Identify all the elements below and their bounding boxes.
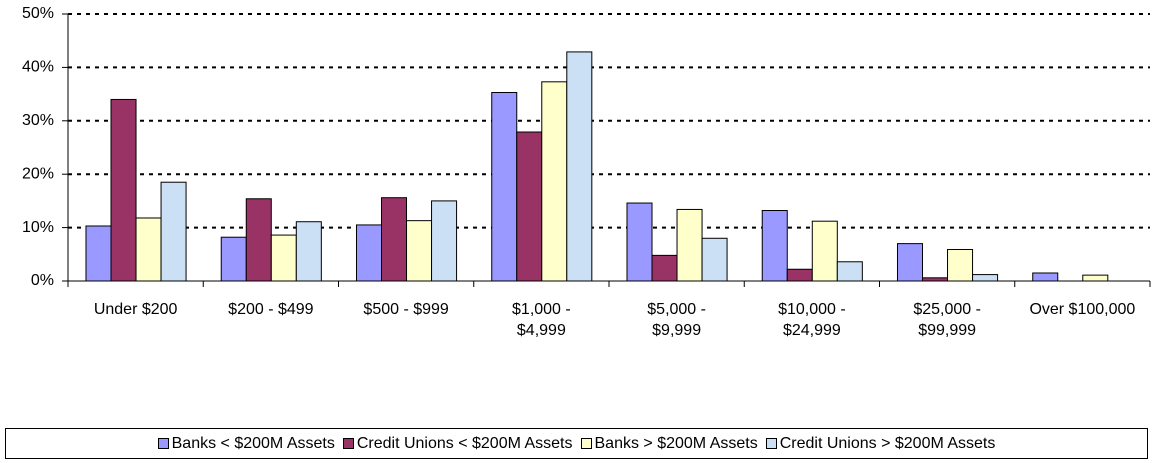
y-tick-label: 40% [22, 59, 54, 76]
bar [295, 221, 322, 282]
y-tick-label: 0% [31, 272, 54, 289]
x-tick-label: $500 - $999 [363, 301, 449, 318]
bar [431, 200, 458, 282]
bar [381, 197, 408, 282]
x-tick-label: $10,000 - $24,999 [778, 301, 846, 339]
x-tick-label: $5,000 - $9,999 [647, 301, 706, 339]
legend-item: Credit Unions < $200M Assets [342, 434, 573, 453]
legend-swatch [580, 438, 592, 449]
bar [836, 261, 863, 282]
bar [1082, 274, 1109, 282]
bar [491, 91, 518, 282]
bar [85, 225, 112, 282]
legend-item: Banks < $200M Assets [157, 434, 335, 453]
bar [566, 51, 593, 282]
x-tick-label: $25,000 - $99,999 [913, 301, 981, 339]
bar [135, 217, 162, 282]
y-tick-label: 50% [22, 5, 54, 22]
bar [896, 243, 924, 282]
bar [220, 236, 247, 282]
bar [406, 220, 433, 282]
y-tick-label: 30% [22, 112, 54, 129]
y-tick-label: 20% [22, 165, 54, 182]
bar [541, 81, 568, 282]
x-tick-label: $200 - $499 [228, 301, 314, 318]
x-tick-label: Under $200 [93, 301, 178, 318]
bar [270, 234, 297, 282]
bar [701, 237, 728, 282]
legend: Banks < $200M Assets Credit Unions < $200… [5, 428, 1148, 459]
legend-label: Credit Unions > $200M Assets [779, 434, 996, 452]
bar [355, 224, 383, 282]
legend-swatch [342, 438, 354, 449]
legend-label: Credit Unions < $200M Assets [356, 434, 573, 452]
bar [110, 98, 137, 282]
bar [676, 208, 703, 282]
bar [947, 248, 974, 282]
legend-item: Banks > $200M Assets [580, 434, 758, 453]
legend-swatch [765, 438, 777, 449]
bar [626, 202, 653, 282]
legend-label: Banks > $200M Assets [594, 434, 758, 452]
bar [516, 131, 543, 282]
bar [972, 274, 999, 282]
legend-item: Credit Unions > $200M Assets [765, 434, 996, 453]
bar [761, 210, 788, 282]
bar [1032, 272, 1059, 282]
legend-label: Banks < $200M Assets [171, 434, 335, 452]
bar [245, 198, 272, 282]
x-tick-label: $1,000 - $4,999 [512, 301, 571, 339]
bar [786, 268, 813, 282]
bar [651, 254, 678, 282]
legend-swatch [157, 438, 169, 449]
bar [811, 220, 838, 282]
x-tick-label: Over $100,000 [1029, 301, 1136, 318]
y-tick-label: 10% [22, 219, 54, 236]
bar [160, 181, 187, 282]
